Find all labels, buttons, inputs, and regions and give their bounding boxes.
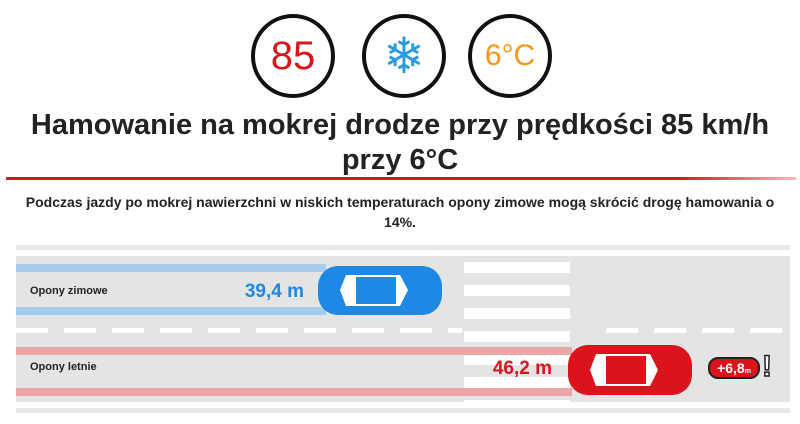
crosswalk (464, 256, 570, 402)
summer-track-top (16, 347, 572, 355)
page-title: Hamowanie na mokrej drodze przy prędkośc… (30, 109, 770, 176)
lane-divider-right (606, 328, 782, 333)
speed-badge: 85 (251, 14, 335, 98)
summer-distance: 46,2 m (492, 358, 552, 379)
subtitle: Podczas jazdy po mokrej nawierzchni w ni… (25, 194, 775, 230)
summer-label: Opony letnie (30, 361, 97, 373)
red-car-icon (568, 345, 692, 395)
exclamation-icon: ! (761, 349, 773, 384)
winter-track-top (16, 264, 326, 272)
blue-car-icon (318, 266, 442, 315)
winter-label: Opony zimowe (30, 285, 108, 297)
lane-divider-left (16, 328, 462, 333)
difference-value: +6,8 (717, 360, 745, 376)
winter-track-bottom (16, 307, 326, 315)
road-edge-top (16, 245, 790, 250)
difference-badge: +6,8 m (708, 357, 760, 379)
summer-track-bottom (16, 388, 572, 396)
snowflake-icon: ❄ (362, 14, 446, 98)
road-edge-bottom (16, 408, 790, 413)
winter-distance: 39,4 m (244, 281, 304, 302)
speed-value: 85 (270, 33, 316, 78)
title-divider (6, 177, 796, 180)
temperature-value: 6°C (484, 39, 536, 72)
temperature-badge: 6°C (468, 14, 552, 98)
difference-unit: m (744, 367, 751, 375)
